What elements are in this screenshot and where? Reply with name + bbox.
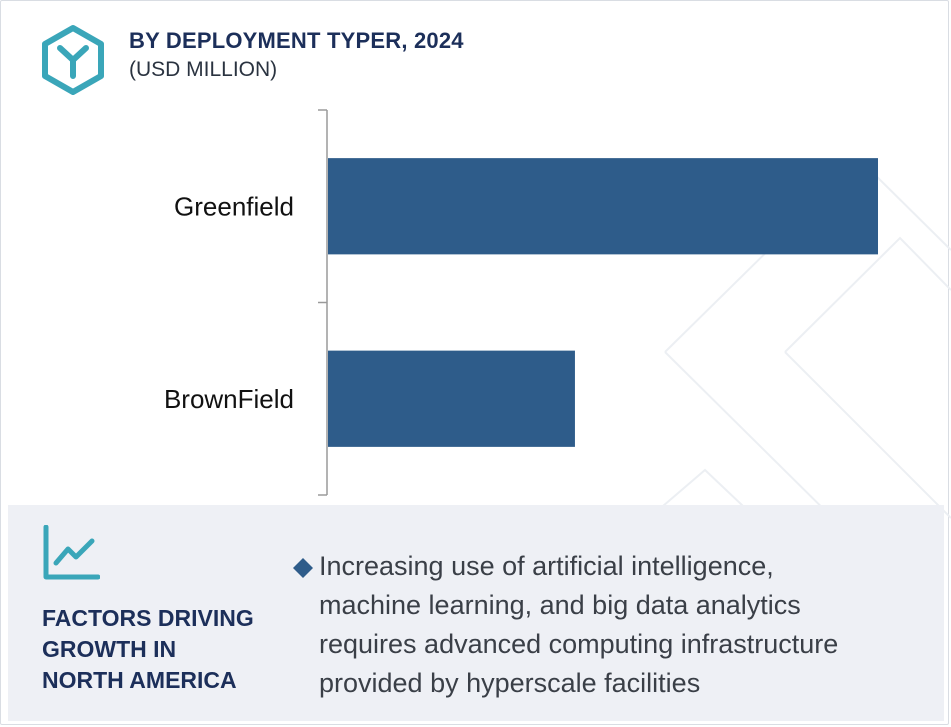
factors-panel: FACTORS DRIVING GROWTH IN NORTH AMERICA … (8, 505, 944, 721)
category-label: Greenfield (174, 191, 294, 221)
chart-subtitle: (USD MILLION) (129, 58, 278, 81)
factors-heading: FACTORS DRIVING GROWTH IN NORTH AMERICA (42, 603, 282, 696)
factors-heading-line: NORTH AMERICA (42, 667, 237, 693)
factor-bullet-line: Increasing use of artificial intelligenc… (319, 551, 774, 581)
factors-heading-line: GROWTH IN (42, 636, 177, 662)
factor-bullet-text: Increasing use of artificial intelligenc… (319, 547, 909, 703)
bar-greenfield (328, 158, 878, 255)
hexagon-y-logo-icon (42, 25, 104, 95)
line-chart-icon (43, 525, 100, 580)
factor-bullet-line: provided by hyperscale facilities (319, 668, 701, 698)
factors-heading-line: FACTORS DRIVING (42, 605, 254, 631)
chart-title: BY DEPLOYMENT TYPER, 2024 (129, 28, 464, 53)
bar-chart: Greenfield BrownField (164, 109, 878, 496)
diamond-bullet-icon (293, 558, 313, 578)
factor-bullet-line: requires advanced computing infrastructu… (319, 629, 839, 659)
bar-brownfield (328, 350, 575, 447)
factor-bullet-line: machine learning, and big data analytics (319, 590, 801, 620)
category-label: BrownField (164, 384, 294, 414)
